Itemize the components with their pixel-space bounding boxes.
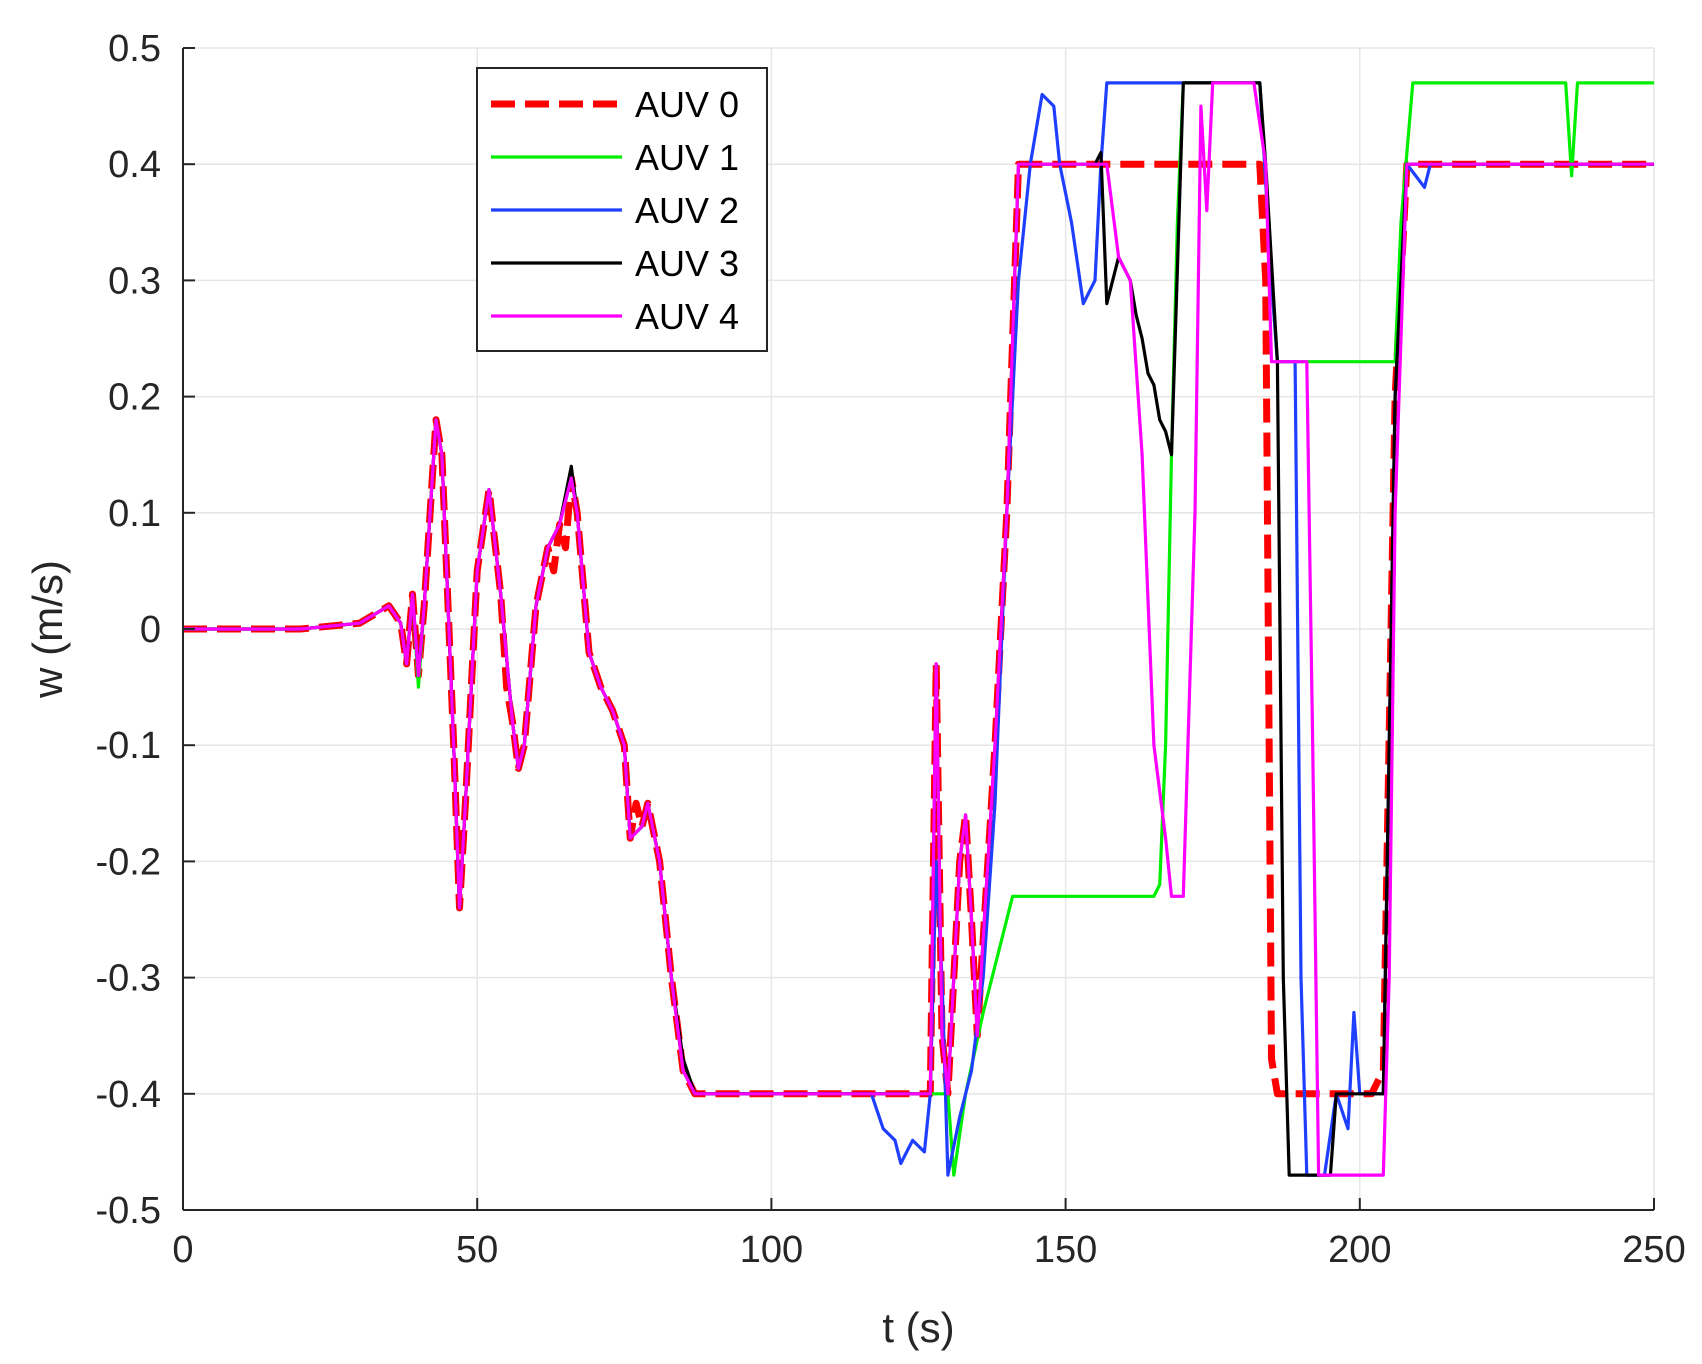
legend-entry-label: AUV 2 (635, 190, 739, 231)
x-tick-label: 200 (1328, 1229, 1391, 1271)
x-tick-label: 250 (1622, 1229, 1685, 1271)
series-line-auv-4 (183, 81, 1654, 1177)
legend-entry-label: AUV 3 (635, 243, 739, 284)
y-tick-label: 0.4 (108, 144, 161, 186)
x-tick-label: 150 (1034, 1229, 1097, 1271)
y-tick-label: 0 (140, 609, 161, 651)
series-layer (183, 81, 1654, 1177)
y-axis-title: w (m/s) (24, 560, 71, 699)
x-tick-label: 100 (740, 1229, 803, 1271)
y-tick-label: -0.1 (96, 725, 161, 767)
y-tick-label: 0.2 (108, 377, 161, 419)
x-axis-title: t (s) (882, 1304, 954, 1351)
ticks: 0 50 100 150 200 250 -0.5 -0.4 -0.3 -0.2 -0.1 0 0.1 0… (96, 28, 1686, 1271)
x-tick-label: 50 (456, 1229, 498, 1271)
y-tick-label: 0.3 (108, 260, 161, 302)
x-tick-label: 0 (172, 1229, 193, 1271)
y-tick-label: -0.3 (96, 958, 161, 1000)
y-tick-label: -0.2 (96, 841, 161, 883)
y-tick-label: -0.5 (96, 1190, 161, 1232)
legend: AUV 0 AUV 1 AUV 2 AUV 3 AUV 4 (476, 67, 768, 352)
y-tick-label: -0.4 (96, 1074, 161, 1116)
y-tick-label: 0.5 (108, 28, 161, 70)
legend-entry-label: AUV 1 (635, 137, 739, 178)
legend-entry-label: AUV 4 (635, 296, 739, 337)
grid (182, 47, 1655, 1211)
legend-entry-label: AUV 0 (635, 84, 739, 125)
y-tick-label: 0.1 (108, 493, 161, 535)
